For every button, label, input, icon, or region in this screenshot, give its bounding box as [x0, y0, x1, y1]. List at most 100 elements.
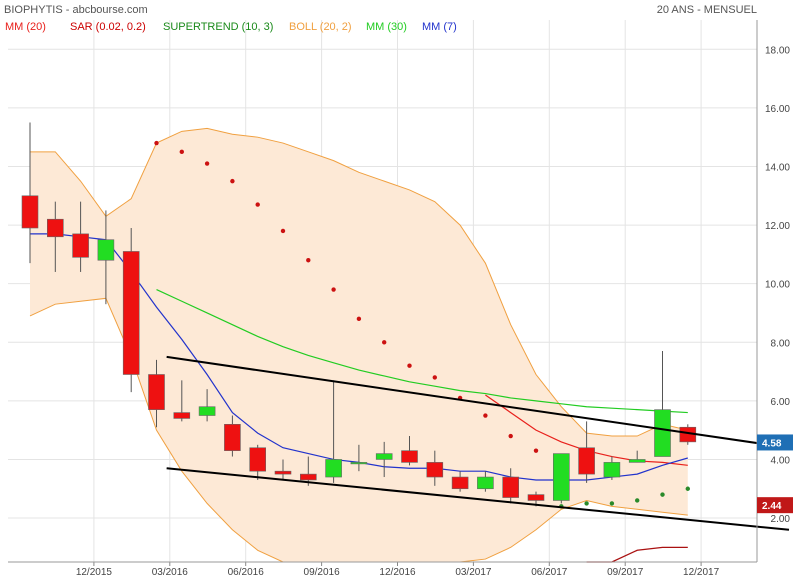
- y-tick-label: 10.00: [765, 280, 790, 291]
- candle: [552, 453, 570, 504]
- candle: [401, 436, 418, 466]
- candle-body: [97, 239, 115, 261]
- candle-body: [350, 462, 368, 465]
- candle: [325, 380, 342, 483]
- y-tick-label: 12.00: [765, 221, 790, 232]
- candle-body: [426, 462, 444, 478]
- candle: [148, 359, 165, 428]
- legend-item: MM (20): [5, 21, 46, 33]
- trendline: [166, 355, 790, 449]
- sar-dot: [230, 178, 235, 184]
- sar-dot: [483, 413, 488, 418]
- candle: [502, 468, 520, 504]
- candle: [46, 201, 64, 272]
- candle: [249, 444, 266, 480]
- candle: [21, 122, 39, 264]
- y-tick-label: 8.00: [771, 338, 791, 349]
- sar-dot: [331, 287, 336, 292]
- sar-dot: [407, 363, 412, 368]
- price-tag-label: 4.58: [762, 438, 782, 449]
- candle: [299, 456, 317, 486]
- candle: [173, 380, 191, 422]
- y-tick-label: 2.00: [771, 514, 791, 525]
- chart-title: BIOPHYTIS - abcbourse.com: [4, 4, 148, 16]
- candle: [628, 450, 646, 463]
- sar-dot: [280, 228, 286, 234]
- candle: [375, 441, 393, 478]
- candle: [350, 444, 368, 472]
- candle: [426, 450, 444, 486]
- candle-body: [628, 459, 646, 463]
- x-tick-label: 06/2016: [228, 567, 265, 578]
- trendline: [166, 467, 790, 531]
- candle: [198, 389, 216, 422]
- x-tick-label: 06/2017: [531, 567, 568, 578]
- sar-dot: [204, 161, 210, 166]
- trendlines: [166, 355, 790, 531]
- legend-item: SUPERTREND (10, 3): [163, 21, 273, 33]
- x-tick-label: 09/2017: [607, 567, 644, 578]
- candle-body: [198, 406, 216, 416]
- candle: [224, 415, 241, 457]
- candle-body: [173, 412, 191, 419]
- candle: [122, 228, 140, 393]
- candle: [603, 456, 621, 480]
- sar-dot: [533, 448, 539, 453]
- candle-body: [299, 473, 317, 481]
- price-tag: [757, 497, 793, 514]
- x-tick-label: 12/2017: [683, 567, 720, 578]
- candle-body: [148, 374, 165, 410]
- candle-body: [224, 424, 241, 451]
- candle: [72, 201, 89, 272]
- candle-body: [477, 476, 494, 490]
- sar-dot: [306, 258, 311, 263]
- sar-dot: [179, 149, 184, 155]
- candle-body: [527, 494, 545, 501]
- candle-body: [654, 409, 671, 457]
- legend: MM (20) SAR (0.02, 0.2) SUPERTREND (10, 3)…: [5, 21, 457, 33]
- supertrend-line: [586, 546, 688, 563]
- candle-body: [401, 450, 418, 463]
- y-tick-label: 18.00: [765, 45, 790, 56]
- candle-body: [451, 476, 469, 490]
- candle-body: [72, 233, 89, 258]
- candle-body: [325, 459, 342, 478]
- price-tag: [757, 434, 793, 451]
- candle-body: [21, 195, 39, 229]
- legend-item: MM (7): [422, 21, 457, 33]
- x-tick-label: 03/2016: [152, 567, 189, 578]
- axes: 2.00 4.00 6.00 8.00 10.00 12.00 14.00 16.00 18.0…: [8, 20, 790, 578]
- candle: [477, 471, 494, 492]
- sar-dot: [660, 492, 665, 497]
- x-tick-label: 12/2016: [379, 567, 416, 578]
- candle-body: [502, 476, 520, 498]
- candle: [97, 210, 115, 305]
- x-tick-label: 09/2016: [304, 567, 341, 578]
- legend-item: SAR (0.02, 0.2): [70, 21, 146, 33]
- candle-body: [375, 453, 393, 460]
- sar-dot: [685, 486, 690, 491]
- candle-body: [274, 470, 292, 475]
- candle: [654, 351, 671, 457]
- y-tick-label: 16.00: [765, 104, 790, 115]
- candle-body: [122, 251, 140, 375]
- sar-dot: [432, 375, 437, 380]
- candle-body: [603, 462, 621, 478]
- price-tags: 4.58 2.44: [757, 434, 793, 514]
- ma30-line: [156, 288, 688, 414]
- sar-dot: [154, 140, 159, 146]
- x-tick-label: 12/2015: [76, 567, 113, 578]
- bollinger-upper: [30, 127, 688, 437]
- bollinger-fill: [30, 128, 688, 562]
- candle-body: [578, 447, 595, 475]
- candle-body: [249, 447, 266, 472]
- sar-dot: [584, 501, 589, 506]
- x-tick-label: 03/2017: [455, 567, 492, 578]
- legend-item: MM (30): [366, 21, 407, 33]
- candles: [21, 122, 697, 507]
- y-tick-label: 14.00: [765, 162, 790, 173]
- price-tag-label: 2.44: [762, 501, 782, 512]
- sar-dot: [635, 498, 640, 503]
- y-tick-label: 6.00: [771, 397, 791, 408]
